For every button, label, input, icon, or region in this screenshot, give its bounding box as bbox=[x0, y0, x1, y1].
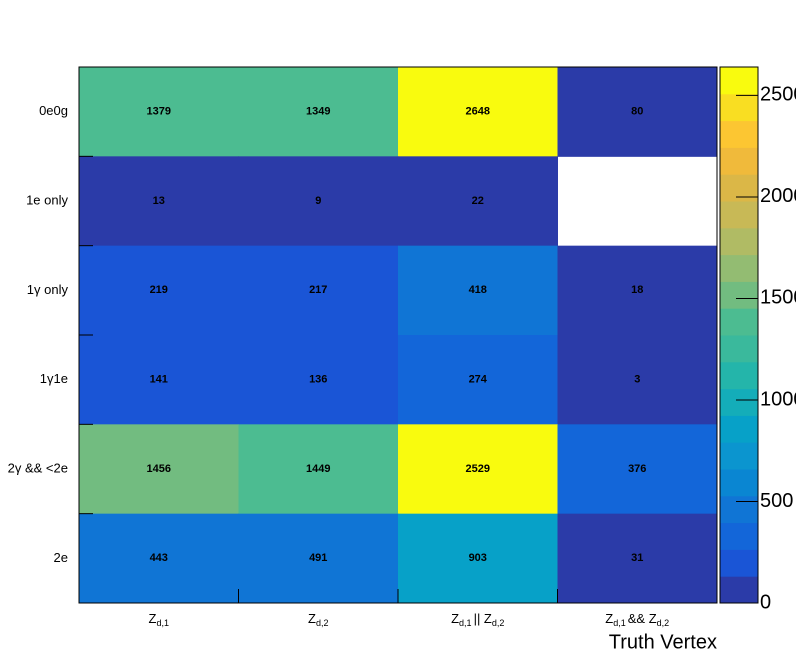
x-tick-label: Zd,1 || Zd,2 bbox=[451, 611, 504, 628]
colorbar-band bbox=[720, 201, 758, 229]
heatmap-cell bbox=[79, 245, 239, 336]
heatmap-cell bbox=[557, 424, 718, 515]
colorbar-band bbox=[720, 576, 758, 604]
heatmap-cell bbox=[79, 424, 239, 515]
heatmap-cell bbox=[238, 513, 399, 604]
cell-label: 274 bbox=[469, 374, 488, 386]
heatmap-cell bbox=[79, 67, 239, 157]
heatmap-cell bbox=[398, 424, 558, 515]
x-tick-label-part: && Z bbox=[628, 611, 657, 626]
cell-label: 31 bbox=[631, 552, 643, 564]
colorbar-band bbox=[720, 469, 758, 497]
cell-label: 3 bbox=[634, 374, 640, 386]
colorbar-band bbox=[720, 388, 758, 416]
cell-label: 80 bbox=[631, 106, 643, 118]
x-tick-label-subscript: d,1 bbox=[613, 618, 626, 628]
colorbar-band bbox=[720, 442, 758, 470]
cell-label: 18 bbox=[631, 284, 643, 296]
y-tick-label: 2γ && <2e bbox=[8, 460, 68, 475]
x-tick-label: Zd,1 && Zd,2 bbox=[605, 611, 669, 628]
colorbar-band bbox=[720, 335, 758, 363]
cell-label: 141 bbox=[150, 374, 168, 386]
colorbar-band bbox=[720, 254, 758, 282]
heatmap-cell bbox=[79, 513, 239, 604]
heatmap-cell bbox=[557, 245, 718, 336]
y-tick-label: 1e only bbox=[26, 192, 68, 207]
colorbar-band bbox=[720, 361, 758, 390]
cell-label: 418 bbox=[469, 284, 487, 296]
heatmap-cell bbox=[557, 513, 718, 604]
cell-label: 22 bbox=[472, 195, 484, 207]
colorbar-band bbox=[720, 549, 758, 577]
cell-label: 2648 bbox=[466, 106, 490, 118]
heatmap-cell bbox=[398, 513, 558, 604]
colorbar-tick-label: 2500 bbox=[760, 84, 796, 106]
x-tick-label-part: Z bbox=[605, 611, 613, 626]
heatmap-cell bbox=[238, 156, 399, 247]
colorbar-band bbox=[720, 93, 758, 122]
cell-label: 9 bbox=[315, 195, 321, 207]
x-tick-label-part: || Z bbox=[474, 611, 492, 626]
heatmap-cell bbox=[398, 67, 558, 157]
heatmap-cell bbox=[398, 156, 558, 247]
x-axis-title: Truth Vertex bbox=[609, 631, 717, 653]
colorbar-band bbox=[720, 281, 758, 309]
colorbar-tick-label: 1500 bbox=[760, 287, 796, 309]
cell-label: 1349 bbox=[306, 106, 330, 118]
cell-label: 13 bbox=[153, 195, 165, 207]
heatmap-cell bbox=[238, 424, 399, 515]
cell-label: 903 bbox=[469, 552, 487, 564]
cell-label: 217 bbox=[309, 284, 327, 296]
x-tick-label-part: Z bbox=[149, 611, 157, 626]
heatmap-cell bbox=[398, 245, 558, 336]
x-tick-label-subscript: d,1 bbox=[156, 618, 169, 628]
x-tick-label-part: Z bbox=[451, 611, 459, 626]
x-tick-label-subscript: d,2 bbox=[657, 618, 670, 628]
cell-label: 443 bbox=[150, 552, 168, 564]
heatmap-cell bbox=[238, 67, 399, 157]
colorbar-tick-label: 2000 bbox=[760, 185, 796, 207]
y-tick-label: 1γ1e bbox=[40, 371, 68, 386]
x-tick-label-subscript: d,2 bbox=[316, 618, 329, 628]
cell-label: 136 bbox=[309, 374, 327, 386]
colorbar-tick-label: 1000 bbox=[760, 388, 796, 410]
heatmap-cell bbox=[238, 245, 399, 336]
x-tick-label-part: Z bbox=[308, 611, 316, 626]
heatmap-cell bbox=[79, 156, 239, 247]
colorbar-band bbox=[720, 67, 758, 95]
y-tick-label: 2e bbox=[54, 550, 68, 565]
heatmap-cell bbox=[557, 67, 718, 157]
heatmap-cell bbox=[398, 335, 558, 425]
colorbar-band bbox=[720, 415, 758, 443]
y-tick-label: 0e0g bbox=[39, 103, 68, 118]
cell-label: 1456 bbox=[147, 463, 171, 475]
colorbar-tick-label: 500 bbox=[760, 490, 793, 512]
x-tick-label: Zd,1 bbox=[149, 611, 169, 628]
y-tick-label: 1γ only bbox=[27, 282, 69, 297]
colorbar-band bbox=[720, 147, 758, 175]
cell-label: 491 bbox=[309, 552, 327, 564]
x-tick-label-subscript: d,1 bbox=[459, 618, 472, 628]
colorbar-tick-label: 0 bbox=[760, 591, 771, 613]
colorbar-band bbox=[720, 227, 758, 256]
cell-label: 1449 bbox=[306, 463, 330, 475]
x-tick-label-subscript: d,2 bbox=[492, 618, 505, 628]
heatmap-cell bbox=[79, 335, 239, 425]
x-tick-label: Zd,2 bbox=[308, 611, 328, 628]
colorbar-band bbox=[720, 308, 758, 336]
colorbar-band bbox=[720, 522, 758, 550]
heatmap-cell bbox=[238, 335, 399, 425]
cell-label: 1379 bbox=[147, 106, 171, 118]
heatmap-cell bbox=[557, 335, 718, 425]
colorbar-band bbox=[720, 120, 758, 148]
cell-label: 219 bbox=[150, 284, 168, 296]
cell-label: 376 bbox=[628, 463, 646, 475]
colorbar-band bbox=[720, 495, 758, 524]
cell-label: 2529 bbox=[466, 463, 490, 475]
